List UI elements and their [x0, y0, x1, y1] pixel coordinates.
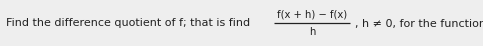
Text: , h ≠ 0, for the function f(x) =: , h ≠ 0, for the function f(x) =: [355, 18, 483, 28]
Text: Find the difference quotient of f; that is find: Find the difference quotient of f; that …: [6, 18, 250, 28]
Text: h: h: [309, 27, 315, 37]
Text: f(x + h) − f(x): f(x + h) − f(x): [277, 9, 347, 19]
